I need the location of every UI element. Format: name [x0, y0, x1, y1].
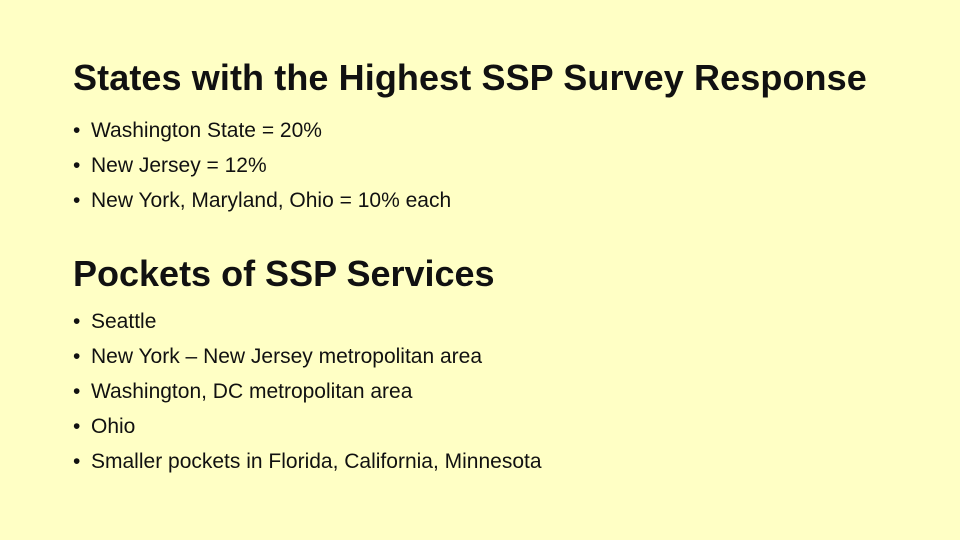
- section-title-ssp-services: Pockets of SSP Services: [73, 253, 495, 294]
- list-item-text: Seattle: [91, 310, 157, 333]
- list-item-text: Washington, DC metropolitan area: [91, 380, 413, 403]
- list-item-text: New York – New Jersey metropolitan area: [91, 345, 483, 368]
- bullet-icon: •: [73, 345, 81, 368]
- bullet-icon: •: [73, 450, 81, 473]
- list-item-text: New Jersey = 12%: [91, 154, 267, 177]
- list-item-text: New York, Maryland, Ohio = 10% each: [91, 189, 452, 212]
- list-item-text: Washington State = 20%: [91, 119, 322, 142]
- bullet-icon: •: [73, 189, 81, 212]
- section-title-survey-response: States with the Highest SSP Survey Respo…: [73, 57, 867, 98]
- list-item-text: Ohio: [91, 415, 136, 438]
- bullet-icon: •: [73, 380, 81, 403]
- bullet-icon: •: [73, 154, 81, 177]
- bullet-icon: •: [73, 310, 81, 333]
- list-item-text: Smaller pockets in Florida, California, …: [91, 450, 542, 473]
- bullet-icon: •: [73, 415, 81, 438]
- bullet-icon: •: [73, 119, 81, 142]
